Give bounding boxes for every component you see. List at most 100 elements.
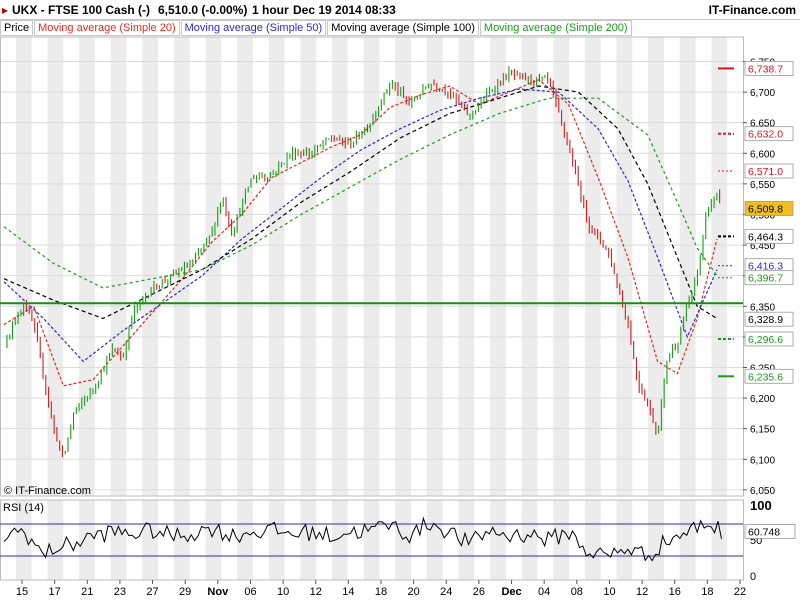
time-tick-label: 23 [114, 586, 126, 598]
session-band [490, 37, 506, 496]
axis-tick-label: 6,100 [750, 455, 775, 466]
rsi-line [3, 516, 722, 562]
time-tick-label: 06 [244, 586, 256, 598]
session-band [395, 37, 412, 496]
time-tick-label: 22 [734, 586, 746, 598]
price-level-label: 6,464.3 [718, 228, 794, 244]
legend-item-price[interactable]: Price [0, 20, 34, 36]
axis-tick-label: 6,500 [750, 210, 775, 221]
session-band [363, 37, 380, 496]
price-series [6, 66, 721, 457]
session-band [426, 37, 443, 496]
svg-text:6,328.9: 6,328.9 [748, 314, 783, 326]
time-axis-bg [0, 581, 800, 600]
svg-text:6,464.3: 6,464.3 [748, 231, 783, 243]
session-band [711, 500, 728, 580]
price-level-label: 6,571.0 [718, 163, 794, 179]
time-tick-label: 26 [473, 586, 485, 598]
session-band [458, 37, 475, 496]
time-tick-label: 10 [277, 586, 289, 598]
timestamp: Dec 19 2014 08:33 [293, 3, 396, 17]
svg-text:6,738.7: 6,738.7 [748, 63, 783, 75]
time-tick-label: 17 [49, 586, 61, 598]
ma-line-2 [3, 85, 718, 320]
session-band [237, 37, 253, 496]
session-band [553, 500, 570, 580]
session-band [268, 37, 285, 496]
svg-text:60.748: 60.748 [748, 526, 780, 538]
session-band [553, 37, 570, 496]
rsi-label: RSI (14) [3, 502, 44, 514]
time-tick-label: 24 [440, 586, 452, 598]
session-band [616, 37, 633, 496]
time-tick-label: Nov [207, 586, 229, 598]
session-band [521, 500, 538, 580]
time-axis: 15 17 21 23 27 29 Nov 06 10 12 14 18 20 24 26 Dec 04 08 10… [0, 580, 800, 600]
price-panel-frame [0, 36, 744, 497]
rsi-panel-frame [0, 499, 744, 581]
time-tick-label: 12 [310, 586, 322, 598]
session-band [616, 500, 633, 580]
price-level-label: 6,296.6 [718, 331, 794, 347]
session-band [331, 37, 348, 496]
watermark: © IT-Finance.com [4, 485, 91, 497]
session-band [79, 500, 95, 580]
session-band [584, 500, 601, 580]
brand: IT-Finance.com [708, 3, 796, 17]
rsi-tick-label: 0 [750, 571, 756, 583]
session-band [300, 37, 317, 496]
time-tick-label: 04 [538, 586, 550, 598]
session-band [426, 500, 443, 580]
grid-lines [0, 36, 744, 581]
indicator-legend: Price Moving average (Simple 20) Moving … [0, 20, 633, 36]
session-band [237, 500, 253, 580]
session-band [205, 500, 222, 580]
session-band [711, 37, 728, 496]
axis-tick-label: 6,050 [750, 486, 775, 497]
time-tick-label: 15 [16, 586, 28, 598]
rsi-tick-label: 100 [750, 498, 772, 513]
session-bands [15, 37, 728, 580]
session-band [173, 37, 190, 496]
session-band [173, 500, 190, 580]
time-tick-label: 12 [636, 586, 648, 598]
session-band [395, 500, 412, 580]
chart-header: ▸ UKX - FTSE 100 Cash (-) 6,510.0 (-0.00… [0, 0, 800, 20]
time-tick-label: 29 [179, 586, 191, 598]
svg-text:6,509.8: 6,509.8 [748, 203, 783, 215]
session-band [110, 37, 127, 496]
legend-item-sma20[interactable]: Moving average (Simple 20) [34, 20, 180, 36]
legend-item-sma50[interactable]: Moving average (Simple 50) [180, 20, 327, 36]
svg-text:6,571.0: 6,571.0 [748, 166, 783, 178]
session-band [205, 37, 222, 496]
session-band [15, 500, 32, 580]
time-tick-label: 20 [408, 586, 420, 598]
time-tick-label: 18 [701, 586, 713, 598]
price-level-label: 6,416.3 [718, 258, 794, 274]
time-tick-label: 18 [375, 586, 387, 598]
price-level-label: 6,235.6 [718, 368, 794, 384]
time-tick-label: 16 [669, 586, 681, 598]
session-band [300, 500, 317, 580]
svg-text:6,416.3: 6,416.3 [748, 261, 783, 273]
legend-item-sma200[interactable]: Moving average (Simple 200) [479, 20, 632, 36]
timeframe: 1 hour [252, 3, 289, 17]
ma-line-0 [3, 79, 718, 387]
legend-item-sma100[interactable]: Moving average (Simple 100) [327, 20, 479, 36]
ma-line-1 [3, 88, 718, 363]
session-band [679, 500, 696, 580]
axis-tick-label: 6,600 [750, 149, 775, 160]
price-level-label: 6,509.8 [744, 201, 794, 216]
price-level-label: 6,738.7 [718, 60, 794, 76]
time-tick-label: 08 [571, 586, 583, 598]
session-band [110, 500, 127, 580]
session-band [268, 500, 285, 580]
symbol-title: UKX - FTSE 100 Cash (-) [12, 3, 151, 17]
time-tick-label: 10 [603, 586, 615, 598]
axis-tick-label: 6,200 [750, 394, 775, 405]
price-level-label: 6,328.9 [744, 311, 794, 327]
time-tick-label: 21 [81, 586, 93, 598]
session-band [47, 500, 64, 580]
